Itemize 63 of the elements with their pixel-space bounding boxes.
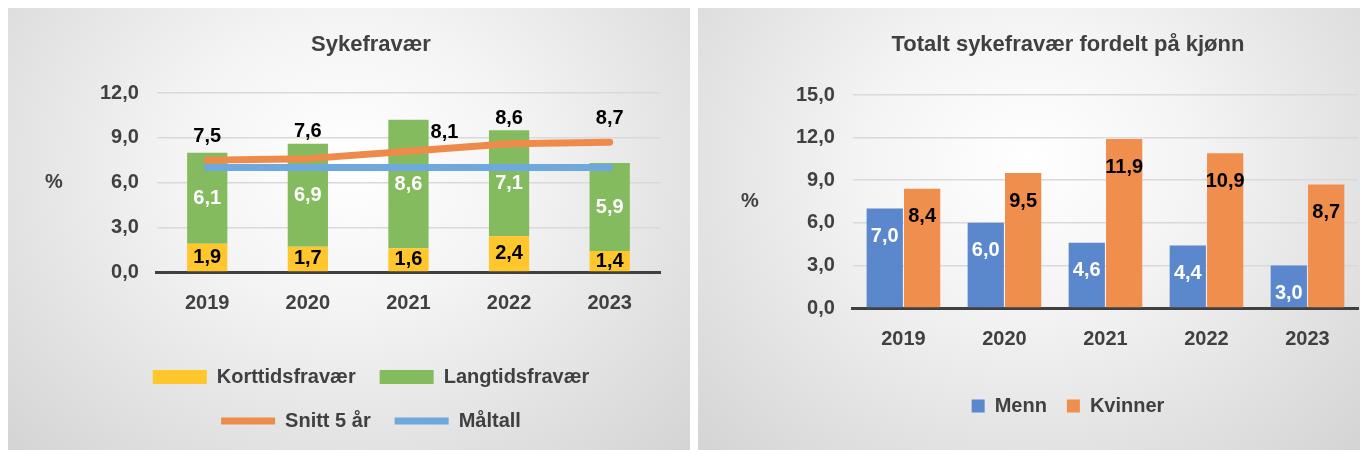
legend-label: Kvinner bbox=[1089, 393, 1165, 416]
y-tick-label: 9,0 bbox=[807, 167, 835, 190]
data-label: 3,0 bbox=[1274, 280, 1303, 303]
bar bbox=[1308, 184, 1345, 308]
data-label: 7,6 bbox=[293, 119, 322, 142]
data-label: 8,4 bbox=[908, 204, 937, 227]
chart-title: Sykefravær bbox=[311, 31, 432, 57]
legend-label: Korttidsfravær bbox=[216, 364, 356, 387]
x-tick-label: 2019 bbox=[184, 290, 230, 313]
data-label: 8,6 bbox=[495, 105, 523, 128]
x-tick-label: 2023 bbox=[587, 290, 632, 313]
data-label: 8,7 bbox=[1312, 199, 1341, 222]
data-label: 1,9 bbox=[193, 244, 222, 267]
y-tick-label: 3,0 bbox=[807, 252, 835, 275]
data-label: 6,1 bbox=[193, 185, 222, 208]
data-label: 8,7 bbox=[595, 105, 624, 128]
data-label: 7,0 bbox=[870, 224, 899, 247]
data-label: 6,0 bbox=[971, 238, 1000, 261]
bar bbox=[903, 188, 941, 308]
legend-label: Snitt 5 år bbox=[285, 408, 371, 431]
legend-label: Menn bbox=[994, 393, 1047, 416]
x-tick-label: 2021 bbox=[386, 290, 431, 313]
data-label: 1,4 bbox=[595, 248, 625, 271]
data-label: 4,4 bbox=[1173, 261, 1203, 284]
data-label: 7,5 bbox=[193, 123, 222, 146]
y-tick-label: 6,0 bbox=[111, 170, 139, 193]
bar bbox=[1005, 173, 1042, 308]
y-tick-label: 12,0 bbox=[99, 80, 139, 103]
legend-label: Langtidsfravær bbox=[443, 364, 590, 387]
data-label: 5,9 bbox=[595, 194, 624, 217]
x-tick-label: 2022 bbox=[1184, 326, 1229, 349]
legend-label: Måltall bbox=[458, 408, 521, 431]
data-label: 8,6 bbox=[394, 171, 423, 194]
data-label: 1,6 bbox=[394, 247, 423, 270]
data-label: 8,1 bbox=[430, 119, 459, 142]
y-axis-title: % bbox=[45, 170, 64, 193]
x-tick-label: 2022 bbox=[486, 290, 532, 313]
bar bbox=[866, 208, 903, 308]
chart-title: Totalt sykefravær fordelt på kjønn bbox=[891, 31, 1245, 57]
x-tick-label: 2019 bbox=[881, 326, 926, 349]
x-tick-label: 2023 bbox=[1285, 326, 1330, 349]
bar bbox=[967, 222, 1004, 308]
x-tick-label: 2020 bbox=[982, 326, 1027, 349]
data-label: 10,9 bbox=[1205, 168, 1245, 191]
bar bbox=[1106, 139, 1143, 308]
y-tick-label: 0,0 bbox=[807, 295, 835, 318]
data-label: 2,4 bbox=[495, 241, 524, 264]
data-label: 4,6 bbox=[1072, 258, 1101, 281]
data-label: 11,9 bbox=[1105, 154, 1144, 177]
y-tick-label: 0,0 bbox=[111, 259, 139, 282]
y-tick-label: 6,0 bbox=[807, 210, 835, 233]
data-label: 6,9 bbox=[293, 182, 322, 205]
x-tick-label: 2021 bbox=[1083, 326, 1128, 349]
y-tick-label: 12,0 bbox=[795, 125, 835, 148]
x-tick-label: 2020 bbox=[285, 290, 331, 313]
data-label: 1,7 bbox=[293, 246, 322, 269]
bar bbox=[1207, 153, 1244, 308]
y-axis-title: % bbox=[741, 189, 760, 212]
y-tick-label: 3,0 bbox=[111, 214, 139, 237]
y-tick-label: 9,0 bbox=[111, 125, 139, 148]
y-tick-label: 15,0 bbox=[795, 82, 835, 105]
data-label: 7,1 bbox=[495, 170, 523, 193]
data-label: 9,5 bbox=[1009, 188, 1038, 211]
